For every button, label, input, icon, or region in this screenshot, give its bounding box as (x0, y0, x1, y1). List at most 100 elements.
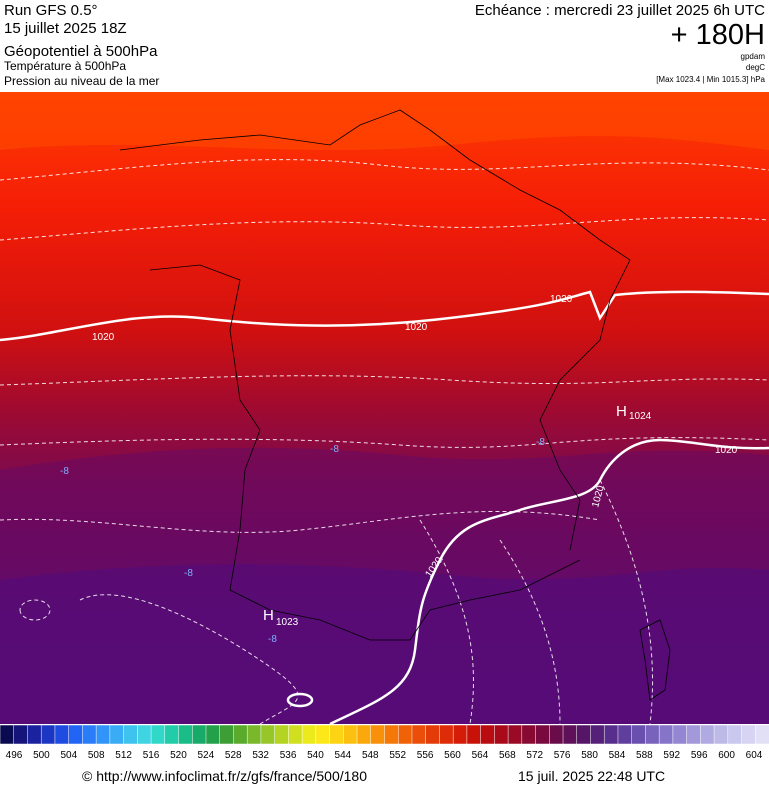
colorbar-label: 512 (115, 750, 132, 761)
colorbar-swatch (494, 724, 509, 745)
isotherm-label: -8 (184, 568, 193, 579)
high-pressure-value: 1023 (276, 617, 299, 628)
colorbar-swatch (686, 724, 701, 745)
colorbar-swatch (590, 724, 605, 745)
isobar-label: 1020 (715, 445, 738, 456)
timestamp: 15 juil. 2025 22:48 UTC (518, 768, 665, 784)
colorbar-swatch (82, 724, 97, 745)
colorbar-label: 572 (526, 750, 543, 761)
unit: gpdam (741, 52, 766, 61)
high-pressure-letter: H (616, 403, 627, 420)
colorbar-swatch (13, 724, 29, 745)
colorbar-label: 604 (746, 750, 763, 761)
colorbar-swatch (109, 724, 125, 745)
colorbar-swatch (301, 724, 317, 745)
colorbar-swatch (178, 724, 193, 745)
colorbar-swatch (40, 724, 56, 745)
colorbar-swatch (480, 724, 495, 745)
unit: degC (746, 63, 765, 72)
field-label: Géopotentiel à 500hPa (4, 43, 158, 60)
colorbar-label: 544 (335, 750, 352, 761)
isotherm-label: -8 (330, 444, 339, 455)
colorbar-label: 592 (663, 750, 680, 761)
colorbar-label: 516 (143, 750, 160, 761)
colorbar-label: 568 (499, 750, 516, 761)
colorbar-label: 580 (581, 750, 598, 761)
field-label: Température à 500hPa (4, 59, 126, 73)
colorbar-swatch (549, 724, 564, 745)
colorbar-swatch (329, 724, 344, 745)
colorbar-label: 496 (6, 750, 23, 761)
colorbar-swatch (535, 724, 550, 745)
colorbar-label: 556 (417, 750, 434, 761)
colorbar-label: 508 (88, 750, 105, 761)
high-pressure-letter: H (263, 607, 274, 624)
colorbar-swatch (246, 724, 262, 745)
colorbar-label: 504 (60, 750, 77, 761)
forecast-time: Echéance : mercredi 23 juillet 2025 6h U… (475, 2, 765, 19)
colorbar-swatch (576, 724, 592, 745)
colorbar-label: 584 (609, 750, 626, 761)
colorbar-swatch (137, 724, 152, 745)
colorbar-swatch (439, 724, 454, 745)
colorbar-swatch (755, 724, 769, 745)
colorbar-swatch (452, 724, 468, 745)
colorbar-swatch (0, 724, 15, 745)
colorbar-swatch (150, 724, 166, 745)
colorbar-swatch (274, 724, 289, 745)
geopotential-contours (0, 159, 769, 725)
colorbar-label: 560 (444, 750, 461, 761)
colorbar-swatch (54, 724, 70, 745)
colorbar-swatch (315, 724, 331, 745)
colorbar-label: 588 (636, 750, 653, 761)
lead-time: + 180H (671, 19, 765, 51)
colorbar-swatch (617, 724, 633, 745)
source-url: © http://www.infoclimat.fr/z/gfs/france/… (82, 768, 367, 784)
colorbar-swatch (507, 724, 523, 745)
colorbar-swatch (123, 724, 138, 745)
map: 1020 1020 1020 1020 1020 1020 -8 -8 -8 -… (0, 92, 769, 726)
isotherm-label: -8 (60, 466, 69, 477)
colorbar-swatch (95, 724, 111, 745)
isobar-label: 1020 (405, 322, 428, 333)
colorbar-swatch (741, 724, 756, 745)
colorbar-swatch (645, 724, 660, 745)
colorbar-swatch (713, 724, 729, 745)
colorbar-swatch (384, 724, 399, 745)
colorbar-label: 564 (472, 750, 489, 761)
colorbar-swatch (521, 724, 537, 745)
colorbar-swatch (603, 724, 619, 745)
isotherm-label: -8 (536, 437, 545, 448)
pressure-range: [Max 1023.4 | Min 1015.3] hPa (656, 75, 765, 84)
colorbar-swatch (288, 724, 303, 745)
colorbar-swatch (370, 724, 386, 745)
coastlines-borders (119, 109, 671, 701)
colorbar-swatch (411, 724, 427, 745)
colorbar-swatch (233, 724, 248, 745)
colorbar-swatch (260, 724, 276, 745)
colorbar-label: 528 (225, 750, 242, 761)
colorbar-swatch (700, 724, 715, 745)
colorbar-label: 540 (307, 750, 324, 761)
colorbar-label: 532 (252, 750, 269, 761)
isobar-label: 1020 (92, 332, 115, 343)
colorbar-label: 552 (389, 750, 406, 761)
colorbar-label: 500 (33, 750, 50, 761)
colorbar-swatch (192, 724, 207, 745)
colorbar-label: 536 (280, 750, 297, 761)
colorbar-label: 520 (170, 750, 187, 761)
colorbar-swatch (658, 724, 674, 745)
colorbar-label: 596 (691, 750, 708, 761)
colorbar-swatch (68, 724, 83, 745)
colorbar-label: 576 (554, 750, 571, 761)
colorbar-swatch (343, 724, 358, 745)
colorbar-swatch (27, 724, 42, 745)
colorbar-swatch (466, 724, 482, 745)
colorbar-swatch (205, 724, 221, 745)
run-date: 15 juillet 2025 18Z (4, 20, 127, 37)
high-pressure-value: 1024 (629, 411, 652, 422)
colorbar-label: 600 (718, 750, 735, 761)
colorbar-swatch (631, 724, 646, 745)
colorbar-swatch (562, 724, 578, 745)
